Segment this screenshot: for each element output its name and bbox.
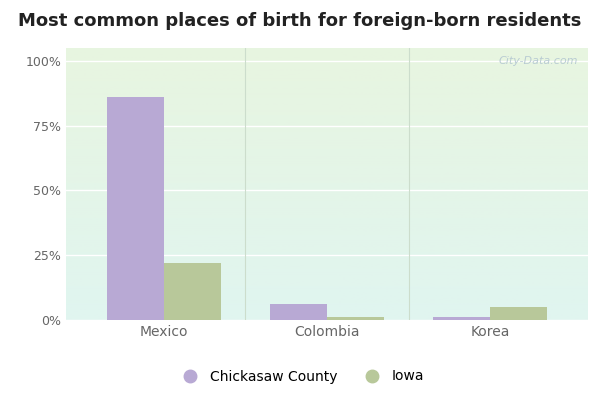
Bar — [327, 318, 384, 320]
Bar — [107, 97, 164, 320]
Text: Most common places of birth for foreign-born residents: Most common places of birth for foreign-… — [19, 12, 581, 30]
Bar — [164, 263, 221, 320]
Bar — [270, 304, 327, 320]
Legend: Chickasaw County, Iowa: Chickasaw County, Iowa — [170, 364, 430, 389]
Bar — [490, 307, 547, 320]
Text: City-Data.com: City-Data.com — [498, 56, 578, 66]
Bar — [433, 318, 490, 320]
